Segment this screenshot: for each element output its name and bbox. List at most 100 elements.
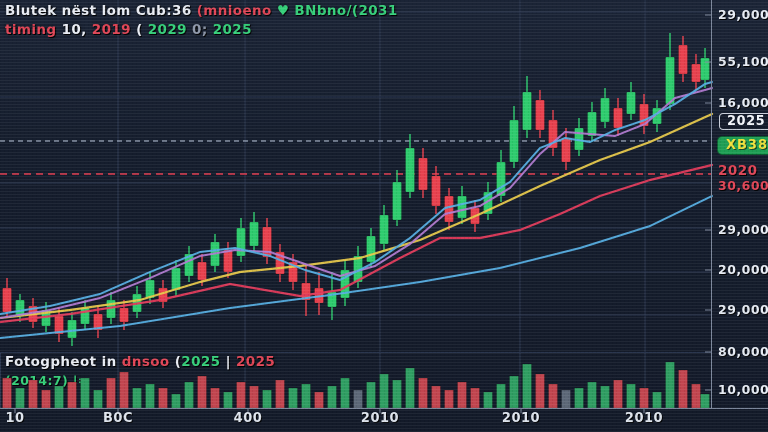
volume-pane-title: Fotogpheot in dnsoo (2025 | 2025 <box>5 354 275 370</box>
text-segment: 0; <box>186 22 213 38</box>
volume-bar <box>678 369 688 409</box>
volume-bar <box>626 383 636 409</box>
volume-bar <box>392 379 402 409</box>
candle-body <box>366 235 376 263</box>
volume-bar <box>184 381 194 409</box>
volume-bar <box>119 371 129 409</box>
volume-bar <box>691 383 701 409</box>
volume-bar <box>67 381 77 409</box>
volume-bar <box>288 387 298 409</box>
volume-bar <box>249 385 259 409</box>
candle-body <box>67 319 77 339</box>
volume-bar <box>483 391 493 409</box>
x-axis-label: 2010 <box>360 411 400 426</box>
alert-price-label-1: 2020 <box>718 163 758 179</box>
volume-bar <box>93 389 103 409</box>
volume-bar <box>15 387 25 409</box>
text-segment: (mnioeno <box>196 3 277 19</box>
candle-body <box>535 99 545 131</box>
candle-body <box>678 44 688 75</box>
candle-body <box>418 157 428 191</box>
candle-body <box>2 287 12 313</box>
volume-bar <box>210 387 220 409</box>
text-segment: 2029 <box>147 22 187 38</box>
candle-body <box>691 63 701 83</box>
candle-body <box>262 226 272 258</box>
alert-price-label-2: 30,600 <box>718 178 768 193</box>
y-axis-label: 16,000 <box>718 95 768 110</box>
text-segment: Fotogpheot in <box>5 354 122 370</box>
volume-bar <box>418 377 428 409</box>
candle-body <box>405 147 415 193</box>
price-scale-box-label: 2025 <box>719 113 768 130</box>
candle-body <box>379 214 389 245</box>
candle-body <box>561 137 571 163</box>
volume-bar <box>613 379 623 409</box>
candle-body <box>223 249 233 273</box>
text-segment: 2025 <box>212 22 252 38</box>
volume-bar <box>366 381 376 409</box>
chart-subtitle: timing 10, 2019 ( 2029 0; 2025 <box>5 22 252 38</box>
y-axis-label: 80,000 <box>718 344 768 359</box>
text-segment: 10, <box>61 22 92 38</box>
candle-body <box>197 261 207 281</box>
volume-bar <box>587 381 597 409</box>
candle-body <box>93 313 103 331</box>
volume-bar <box>236 381 246 409</box>
current-price-badge: XB38 <box>717 136 768 155</box>
volume-bar <box>700 393 710 409</box>
volume-bar <box>470 387 480 409</box>
volume-bar <box>457 381 467 409</box>
ma-fast-blue <box>0 81 713 315</box>
y-axis-label: 20,000 <box>718 262 768 277</box>
x-axis-label: 10 <box>5 411 25 426</box>
ma-slow-blue <box>0 195 713 339</box>
volume-bar <box>145 383 155 409</box>
volume-bar <box>444 389 454 409</box>
y-axis-label: 10,000 <box>718 382 768 397</box>
y-axis-label: 55,100 <box>718 54 768 69</box>
volume-pane-subtitle: (2014:7) |= <box>5 373 89 388</box>
candle-body <box>509 119 519 163</box>
volume-bar <box>496 383 506 409</box>
volume-bar <box>561 389 571 409</box>
volume-bar <box>223 391 233 409</box>
candle-body <box>700 57 710 81</box>
text-segment: BNbno/(2031 <box>289 3 398 19</box>
heart-icon: ♥ <box>276 3 290 19</box>
volume-bar <box>197 375 207 409</box>
text-segment: | <box>220 354 237 370</box>
volume-bar <box>80 377 90 409</box>
volume-bar <box>106 377 116 409</box>
candle-body <box>613 107 623 129</box>
text-segment: ( <box>136 22 148 38</box>
volume-bar <box>275 379 285 409</box>
volume-bar <box>574 387 584 409</box>
y-axis-label: 29,000 <box>718 302 768 317</box>
volume-bar <box>652 391 662 409</box>
volume-bar <box>431 385 441 409</box>
y-axis-label: 29,000 <box>718 7 768 22</box>
candle-body <box>431 175 441 207</box>
volume-bar <box>535 373 545 409</box>
y-axis-label: 29,000 <box>718 222 768 237</box>
text-segment: Blutek nëst lom Cub:36 <box>5 3 197 19</box>
volume-bar <box>41 389 51 409</box>
volume-bar <box>327 385 337 409</box>
candle-body <box>236 227 246 257</box>
text-segment: 2025 <box>236 354 276 370</box>
candle-body <box>600 97 610 123</box>
volume-bar <box>2 377 12 409</box>
text-segment: 2019 <box>91 22 137 38</box>
candle-body <box>171 267 181 291</box>
volume-bar <box>54 385 64 409</box>
volume-bar <box>509 375 519 409</box>
volume-bar <box>405 367 415 409</box>
volume-bar <box>132 387 142 409</box>
volume-bar <box>600 385 610 409</box>
volume-bar <box>548 383 558 409</box>
volume-bar <box>28 379 38 409</box>
candle-body <box>249 221 259 247</box>
